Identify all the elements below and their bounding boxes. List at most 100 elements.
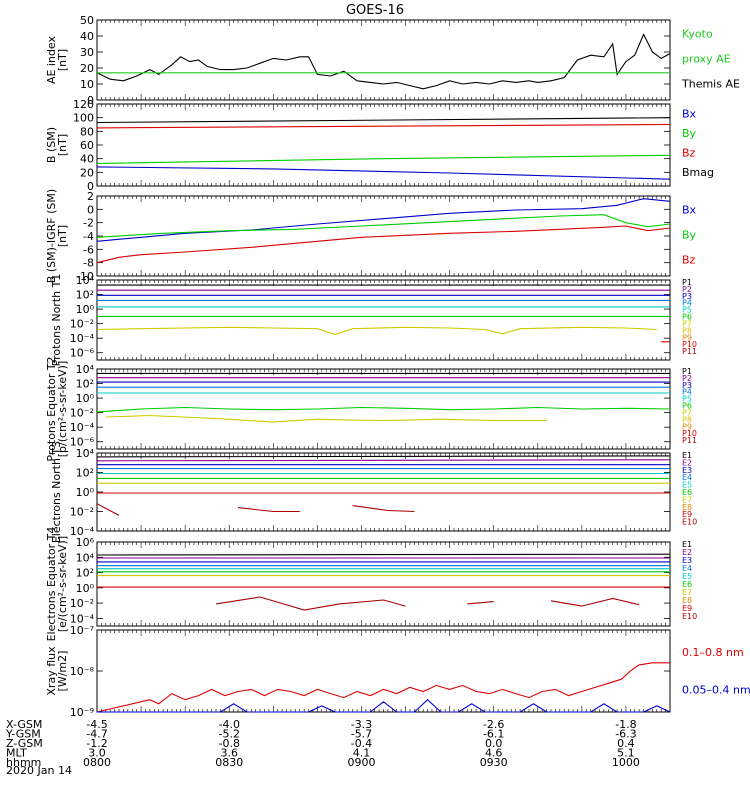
- y-axis-label: Electrons Equator T4: [45, 527, 58, 642]
- legend-by: By: [682, 229, 697, 242]
- legend-kyoto: Kyoto: [682, 28, 713, 41]
- orbit-value: 0.0: [485, 737, 503, 750]
- orbit-value: -6.1: [483, 728, 504, 741]
- series-0-1-0-8-nm: [96, 662, 670, 713]
- legend-0-05-0-4-nm: 0.05–0.4 nm: [682, 683, 750, 696]
- legend-p1: P1: [682, 278, 692, 287]
- legend-p5: P5: [682, 395, 692, 404]
- panel-frame: [96, 629, 671, 713]
- series-e10: [215, 596, 406, 611]
- legend-e9: E9: [682, 510, 692, 519]
- legend-e6: E6: [682, 488, 692, 497]
- series-themis-ae: [96, 33, 671, 90]
- legend-p2: P2: [682, 285, 692, 294]
- orbit-row-label: hhmm: [6, 756, 41, 769]
- y-tick-label: 10⁴: [76, 363, 95, 376]
- orbit-value: 1000: [612, 756, 640, 769]
- y-tick-label: 10⁴: [76, 447, 95, 460]
- legend-e4: E4: [682, 564, 692, 573]
- y-tick-label: 10⁴: [76, 551, 95, 564]
- orbit-row-label: MLT: [6, 747, 27, 760]
- series-e10b: [467, 601, 494, 605]
- panel-frame: [96, 103, 671, 187]
- orbit-value: -2.6: [483, 718, 504, 731]
- legend-p3: P3: [682, 292, 692, 301]
- series-e1: [96, 455, 671, 458]
- legend-e5: E5: [682, 481, 692, 490]
- series-by: [96, 214, 671, 238]
- legend-p3: P3: [682, 381, 692, 390]
- orbit-value: 4.1: [353, 747, 371, 760]
- y-tick-label: 0: [87, 203, 94, 216]
- y-tick-label: 10⁴: [76, 274, 95, 287]
- orbit-row-label: Y-GSM: [5, 728, 41, 741]
- y-tick-label: 10: [80, 78, 94, 91]
- series-p6: [96, 406, 671, 413]
- series-bx: [96, 198, 671, 242]
- orbit-value: -1.2: [86, 737, 107, 750]
- orbit-value: 0930: [480, 756, 508, 769]
- y-tick-label: 50: [80, 14, 94, 27]
- y-tick-label: 100: [73, 112, 94, 125]
- y-tick-label: 0: [87, 94, 94, 107]
- legend-p4: P4: [682, 388, 692, 397]
- y-axis-label: Protons Equator T2: [45, 356, 58, 461]
- orbit-row-label: Z-GSM: [6, 737, 43, 750]
- legend-e2: E2: [682, 548, 692, 557]
- legend-proxy-ae: proxy AE: [682, 53, 731, 66]
- y-axis-label: Protons North T1: [50, 274, 63, 367]
- legend-bz: Bz: [682, 147, 696, 160]
- legend-e9: E9: [682, 604, 692, 613]
- y-axis-label: [nT]: [56, 134, 69, 156]
- orbit-value: -0.4: [351, 737, 372, 750]
- y-tick-label: -10: [76, 270, 94, 283]
- legend-e4: E4: [682, 473, 692, 482]
- legend-bmag: Bmag: [682, 166, 714, 179]
- orbit-value: 5.1: [617, 747, 635, 760]
- legend-e10: E10: [682, 518, 697, 527]
- legend-e2: E2: [682, 458, 692, 467]
- y-tick-label: 10⁻⁶: [70, 436, 95, 449]
- orbit-row-label: X-GSM: [6, 718, 42, 731]
- y-tick-label: 10²: [76, 467, 94, 480]
- legend-themis-ae: Themis AE: [681, 78, 740, 91]
- y-tick-label: 10⁻²: [70, 506, 94, 519]
- legend-by: By: [682, 127, 697, 140]
- series-e10b: [237, 507, 300, 513]
- y-tick-label: 10⁻²: [70, 318, 94, 331]
- series-by: [96, 154, 671, 164]
- legend-p8: P8: [682, 415, 692, 424]
- y-axis-label: [p/(cm²-s-sr-keV)]: [56, 361, 69, 458]
- y-tick-label: 10⁻²: [70, 407, 94, 420]
- orbit-value: -4.0: [218, 718, 239, 731]
- orbit-value: -1.8: [615, 718, 636, 731]
- y-tick-label: 10⁻⁴: [70, 612, 95, 625]
- legend-e10: E10: [682, 612, 697, 621]
- series-bz: [96, 225, 671, 264]
- orbit-value: 4.6: [485, 747, 503, 760]
- y-tick-label: 10⁰: [76, 486, 95, 499]
- y-tick-label: 2: [87, 190, 94, 203]
- legend-p11: P11: [682, 436, 697, 445]
- y-tick-label: -4: [83, 230, 94, 243]
- y-tick-label: 20: [80, 166, 94, 179]
- y-axis-label: [e/(cm²-s-sr-keV)]: [56, 536, 69, 632]
- plot-title: GOES-16: [346, 3, 404, 18]
- orbit-value: -6.3: [615, 728, 636, 741]
- y-tick-label: 40: [80, 153, 94, 166]
- legend-e7: E7: [682, 495, 692, 504]
- y-tick-label: 10⁻⁴: [70, 332, 95, 345]
- series-bx: [96, 166, 671, 180]
- y-tick-label: 10²: [76, 567, 94, 580]
- y-tick-label: 10⁰: [76, 392, 95, 405]
- legend-e8: E8: [682, 596, 692, 605]
- orbit-value: 3.0: [88, 747, 106, 760]
- y-tick-label: 10⁻²: [70, 597, 94, 610]
- orbit-value: -3.3: [351, 718, 372, 731]
